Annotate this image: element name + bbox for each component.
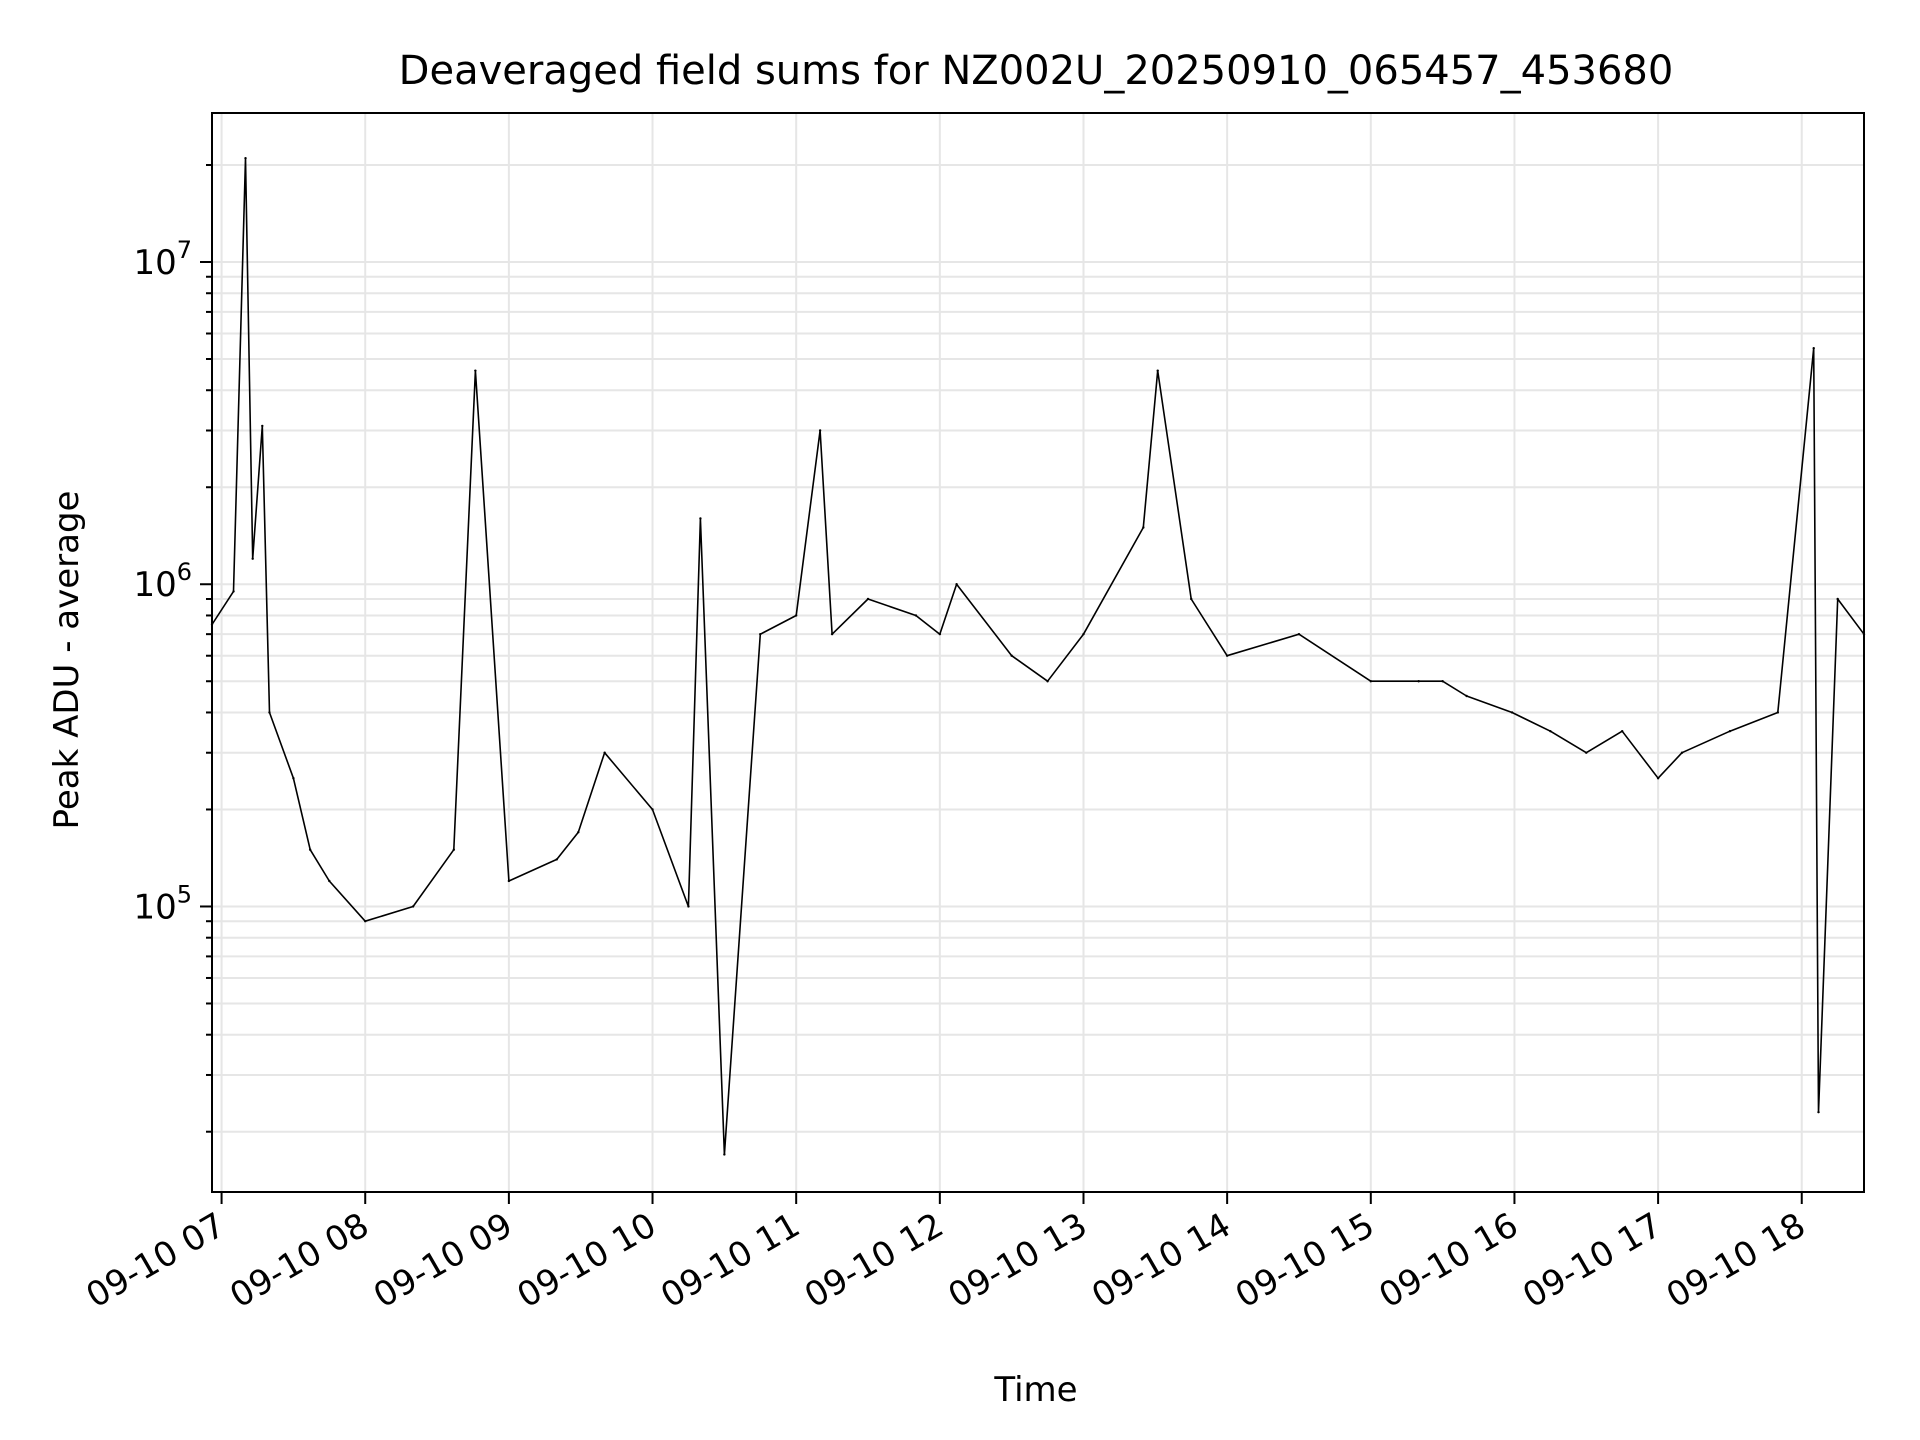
data-point (308, 848, 312, 851)
data-point (1656, 777, 1660, 780)
data-point (723, 1153, 726, 1156)
data-point (555, 858, 558, 861)
data-point (577, 831, 580, 834)
data-point (687, 905, 690, 908)
data-point (507, 879, 511, 883)
data-point (232, 590, 235, 593)
data-point (603, 751, 606, 754)
data-point (452, 848, 456, 851)
data-point (411, 905, 415, 908)
data-point (292, 777, 295, 780)
data-point (651, 808, 654, 811)
data-point (1585, 751, 1588, 754)
data-point (1817, 1110, 1820, 1114)
data-point (268, 711, 271, 714)
data-point (699, 517, 702, 520)
data-point (1441, 680, 1444, 683)
data-point (244, 156, 247, 160)
data-point (1142, 526, 1145, 529)
data-point (938, 632, 942, 636)
data-point (1728, 729, 1732, 733)
y-tick-label: 106 (133, 558, 192, 605)
data-point (261, 424, 264, 428)
data-point (955, 583, 958, 586)
plot-frame (211, 112, 1865, 1193)
data-layer (210, 156, 1866, 1156)
data-point (1417, 680, 1420, 683)
y-axis-label: Peak ADU - average (47, 491, 87, 830)
x-axis-label: Time (993, 1370, 1077, 1410)
data-point (866, 597, 870, 601)
data-point (1776, 711, 1780, 714)
data-point (364, 920, 367, 923)
data-point (794, 614, 798, 617)
data-point (1620, 729, 1624, 733)
data-point (1190, 597, 1193, 601)
data-point (1836, 597, 1839, 601)
data-point (1369, 680, 1372, 683)
data-point (251, 557, 254, 560)
y-tick-label: 107 (133, 236, 192, 283)
data-point (1046, 680, 1049, 683)
data-point (1225, 654, 1229, 657)
grid-layer (212, 113, 1864, 1192)
data-point (759, 632, 762, 636)
data-point (1010, 654, 1013, 657)
data-point (830, 632, 834, 636)
data-point (1812, 347, 1815, 350)
data-point (914, 614, 918, 617)
data-point (1680, 751, 1684, 754)
data-point (1465, 694, 1468, 698)
data-point (1082, 632, 1085, 636)
data-point (1510, 711, 1514, 714)
data-point (328, 879, 331, 883)
chart-title: Deaveraged field sums for NZ002U_2025091… (399, 48, 1674, 94)
data-point (818, 429, 822, 432)
data-point (1156, 369, 1159, 372)
data-point (474, 369, 477, 372)
data-point (1549, 729, 1552, 733)
y-tick-label: 105 (133, 880, 192, 927)
data-point (1297, 632, 1301, 636)
